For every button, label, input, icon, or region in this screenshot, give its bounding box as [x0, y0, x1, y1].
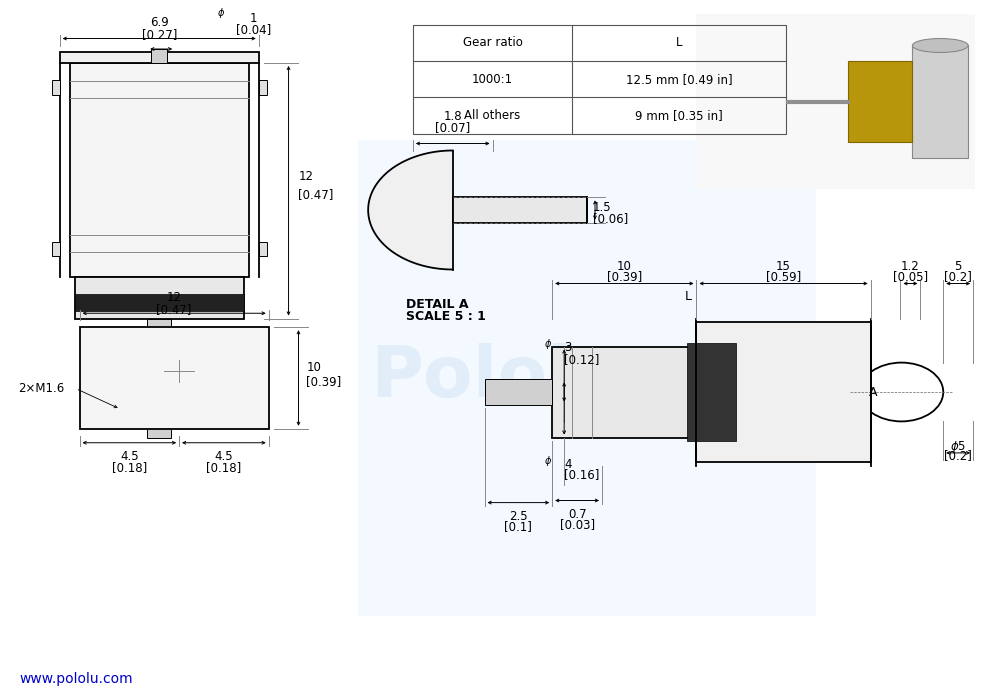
- Text: 1.5: 1.5: [592, 200, 611, 214]
- Text: 12.5 mm [0.49 in]: 12.5 mm [0.49 in]: [625, 73, 732, 85]
- Text: $\phi$: $\phi$: [217, 6, 225, 20]
- Text: [0.04]: [0.04]: [236, 23, 271, 36]
- Text: 1: 1: [249, 11, 257, 25]
- Bar: [147, 318, 171, 438]
- Bar: [60, 52, 258, 63]
- Bar: [413, 25, 785, 134]
- Bar: [258, 241, 266, 255]
- Text: [0.2]: [0.2]: [943, 270, 971, 284]
- Bar: [552, 346, 696, 438]
- Bar: [686, 343, 736, 441]
- Text: $\phi$: $\phi$: [544, 454, 552, 468]
- Bar: [52, 241, 60, 255]
- Text: DETAIL A: DETAIL A: [406, 298, 468, 311]
- Text: [0.59]: [0.59]: [765, 270, 800, 284]
- Text: www.pololu.com: www.pololu.com: [20, 672, 133, 686]
- Text: 1000:1: 1000:1: [471, 73, 513, 85]
- Bar: [70, 63, 248, 276]
- Text: 1.8: 1.8: [443, 109, 461, 122]
- Bar: [484, 379, 552, 405]
- Bar: [75, 294, 244, 312]
- Text: 3: 3: [564, 342, 571, 354]
- Text: [0.12]: [0.12]: [564, 354, 599, 366]
- Text: $\phi$5: $\phi$5: [949, 439, 965, 455]
- Bar: [452, 197, 586, 223]
- Text: [0.39]: [0.39]: [306, 375, 341, 388]
- Text: All others: All others: [464, 109, 520, 122]
- Text: [0.47]: [0.47]: [156, 303, 192, 316]
- Text: [0.18]: [0.18]: [111, 461, 147, 474]
- Text: 1.2: 1.2: [901, 260, 918, 273]
- Text: 9 mm [0.35 in]: 9 mm [0.35 in]: [634, 109, 723, 122]
- Text: 2.5: 2.5: [509, 510, 527, 523]
- Text: [0.05]: [0.05]: [892, 270, 927, 284]
- Text: 5: 5: [953, 260, 961, 273]
- Polygon shape: [368, 150, 452, 270]
- Text: A: A: [869, 386, 877, 398]
- Text: [0.27]: [0.27]: [141, 28, 177, 41]
- Text: 10: 10: [616, 260, 631, 273]
- Text: $\phi$: $\phi$: [544, 337, 552, 351]
- Bar: [911, 46, 967, 158]
- Text: [0.2]: [0.2]: [943, 449, 971, 463]
- Bar: [151, 49, 167, 63]
- Bar: [75, 276, 244, 318]
- Text: [0.18]: [0.18]: [206, 461, 242, 474]
- Bar: [696, 14, 974, 189]
- Text: Gear ratio: Gear ratio: [462, 36, 522, 49]
- Text: 15: 15: [775, 260, 790, 273]
- Text: [0.06]: [0.06]: [592, 212, 627, 225]
- Text: 2×M1.6: 2×M1.6: [18, 382, 64, 395]
- Text: 4: 4: [564, 458, 572, 470]
- Ellipse shape: [911, 38, 967, 52]
- Text: L: L: [675, 36, 682, 49]
- Text: 12: 12: [298, 170, 313, 183]
- Bar: [696, 322, 870, 462]
- Text: 4.5: 4.5: [120, 449, 138, 463]
- Text: L: L: [684, 290, 692, 302]
- Text: 12: 12: [166, 291, 182, 304]
- Text: 6.9: 6.9: [150, 16, 168, 29]
- Bar: [80, 328, 268, 428]
- Text: SCALE 5 : 1: SCALE 5 : 1: [406, 310, 485, 323]
- Text: 4.5: 4.5: [215, 449, 233, 463]
- Text: Pololu: Pololu: [371, 344, 623, 412]
- Bar: [358, 140, 815, 616]
- Bar: [52, 80, 60, 94]
- Text: [0.03]: [0.03]: [559, 518, 594, 531]
- Text: [0.1]: [0.1]: [504, 520, 532, 533]
- Text: 0.7: 0.7: [568, 508, 585, 521]
- Text: [0.39]: [0.39]: [606, 270, 641, 284]
- Text: [0.47]: [0.47]: [298, 188, 334, 201]
- Text: [0.16]: [0.16]: [564, 468, 599, 481]
- Bar: [847, 62, 911, 141]
- Text: [0.07]: [0.07]: [434, 121, 470, 134]
- Text: 10: 10: [306, 361, 321, 374]
- Bar: [258, 80, 266, 94]
